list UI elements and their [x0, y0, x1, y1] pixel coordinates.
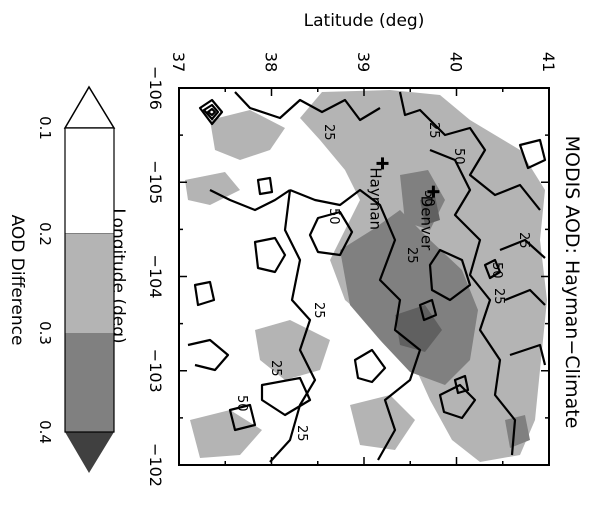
colorbar-tick: 0.3: [36, 321, 54, 345]
shade-region: [255, 320, 330, 380]
colorbar-tick: 0.4: [36, 420, 54, 444]
colorbar-segment: [64, 127, 115, 235]
colorbar-segment: [65, 234, 114, 333]
longitude-tick-label: −106: [146, 66, 165, 110]
colorbar-segment: [65, 333, 114, 432]
contour-line: [253, 236, 287, 274]
axis-ticks: [178, 87, 550, 466]
contour-label: 50: [489, 262, 504, 279]
contour-line: [187, 338, 230, 372]
longitude-tick-label: −103: [146, 349, 165, 393]
shade-region: [210, 110, 285, 160]
latitude-tick-label: 39: [354, 52, 373, 72]
contour-line: [398, 91, 541, 211]
shade-region: [505, 415, 530, 448]
contour-line: [228, 403, 257, 432]
contour-label: 25: [294, 425, 309, 442]
colorbar-frame: [64, 127, 115, 433]
colorbar: 0.1 0.2 0.3 0.4 AOD Difference: [7, 85, 116, 473]
contour-label: 25: [491, 288, 506, 305]
latitude-tick-label: 41: [539, 52, 558, 72]
contour-line: [509, 343, 547, 366]
aod-shading: [185, 90, 547, 462]
contour-line: [308, 210, 354, 257]
contour-line: [289, 188, 422, 461]
contour-label: 25: [311, 302, 326, 319]
contour-label: 50: [326, 208, 341, 225]
colorbar-min-arrow: [63, 85, 116, 129]
latitude-tick-label: 38: [262, 52, 281, 72]
contour-label: 50: [451, 148, 466, 165]
shade-region: [350, 395, 415, 450]
contour-line: [193, 280, 216, 307]
contour-line: [202, 103, 220, 121]
contour-line: [518, 138, 547, 170]
contour-line: [483, 258, 502, 280]
locations: Hayman Denver: [367, 157, 440, 251]
colorbar-label: AOD Difference: [7, 215, 27, 346]
colorbar-tick: 0.1: [36, 116, 54, 140]
location-marker: Hayman: [367, 157, 389, 230]
contour-label: 50: [234, 395, 249, 412]
longitude-tick-labels: −106 −105 −104 −103 −102: [146, 66, 165, 487]
contour-label: 25: [268, 360, 283, 377]
contour-label: 25: [321, 124, 336, 141]
plot-area: 25 25 50 50 50 25 25 25 50 25 25 25 50 H…: [178, 87, 550, 466]
longitude-tick-label: −105: [146, 160, 165, 204]
contour-labels: 25 25 50 50 50 25 25 25 50 25 25 25 50: [234, 122, 531, 442]
latitude-axis-label: Latitude (deg): [304, 11, 425, 31]
shade-region: [340, 210, 478, 385]
location-label: Denver: [417, 196, 435, 251]
longitude-tick-label: −102: [146, 443, 165, 487]
contour-line: [353, 348, 387, 384]
contour-line: [418, 298, 438, 322]
contour-label: 25: [426, 122, 441, 139]
latitude-tick-label: 40: [447, 52, 466, 72]
contour-line: [234, 91, 381, 122]
contour-line: [206, 107, 217, 117]
shade-region: [185, 172, 240, 205]
contour-line: [499, 238, 546, 259]
shade-region: [190, 410, 262, 458]
latitude-tick-labels: 37 38 39 40 41: [169, 52, 558, 72]
contour-lines: [187, 91, 547, 463]
contour-line: [269, 189, 317, 463]
contour-line: [260, 376, 312, 417]
location-marker: Denver: [417, 185, 440, 251]
contour-label: 25: [516, 232, 531, 249]
latitude-tick-label: 37: [169, 52, 188, 72]
colorbar-max-arrow: [65, 432, 114, 473]
colorbar-tick: 0.2: [36, 222, 54, 246]
contour-line: [428, 248, 472, 302]
contour-line: [198, 98, 224, 126]
chart-title: MODIS AOD: Hayman−Climate: [561, 136, 583, 429]
contour-label: 25: [404, 247, 419, 264]
contour-line: [209, 189, 291, 212]
contour-line: [453, 374, 470, 395]
contour-line: [256, 176, 274, 196]
location-label: Hayman: [367, 167, 385, 230]
shade-region: [420, 196, 440, 225]
longitude-tick-label: −104: [146, 255, 165, 299]
contour-line: [429, 148, 517, 456]
contour-line: [504, 288, 546, 306]
